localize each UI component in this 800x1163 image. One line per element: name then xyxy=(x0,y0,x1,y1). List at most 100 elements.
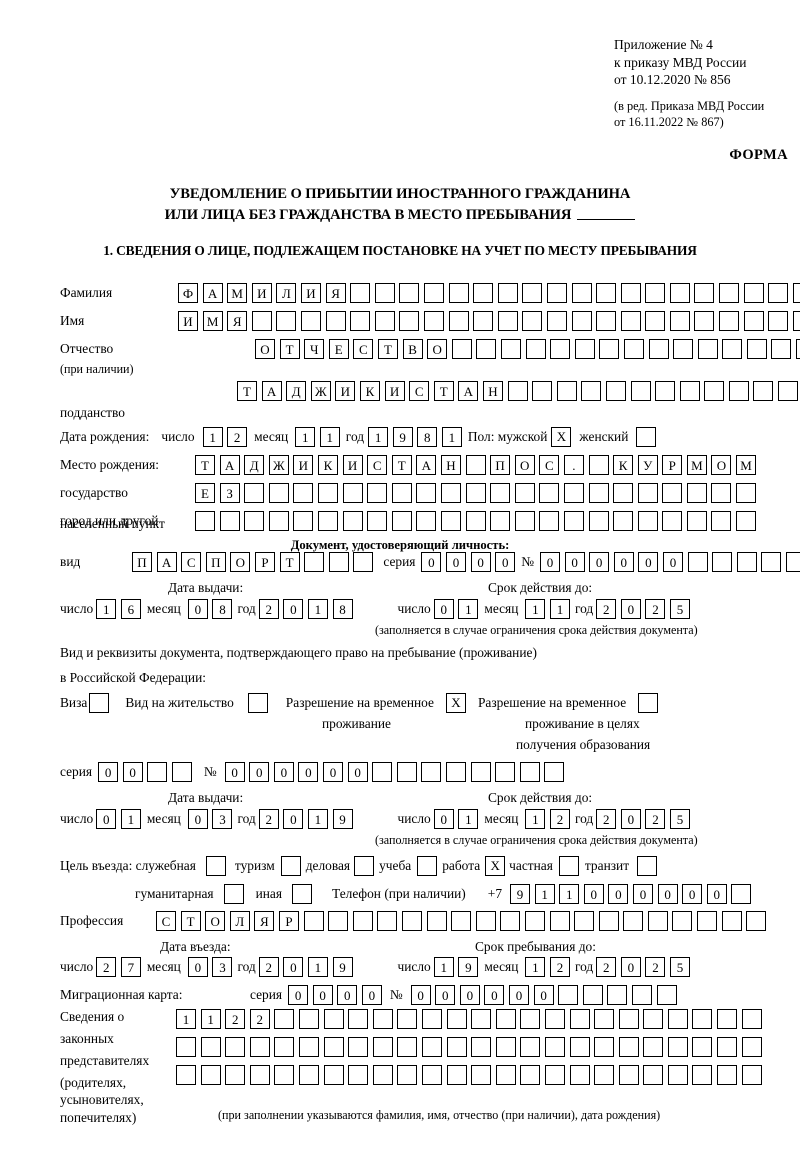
char-cell[interactable]: 2 xyxy=(645,957,666,977)
char-cell[interactable]: 2 xyxy=(258,957,279,977)
char-cell[interactable] xyxy=(588,455,609,475)
char-cell[interactable] xyxy=(421,762,442,782)
char-cell[interactable]: 1 xyxy=(458,599,479,619)
char-cell[interactable] xyxy=(620,283,641,303)
char-cell[interactable]: 0 xyxy=(539,552,560,572)
char-cell[interactable] xyxy=(397,1065,418,1085)
char-cell[interactable]: 1 xyxy=(534,884,555,904)
char-cell[interactable] xyxy=(669,311,690,331)
char-cell[interactable]: 0 xyxy=(283,809,304,829)
char-cell[interactable] xyxy=(667,1009,688,1029)
char-cell[interactable] xyxy=(293,511,314,531)
char-cell[interactable] xyxy=(372,1009,393,1029)
purpose-humanitarian-checkbox[interactable] xyxy=(223,884,244,904)
char-cell[interactable] xyxy=(470,762,491,782)
char-cell[interactable]: 0 xyxy=(298,762,319,782)
char-cell[interactable] xyxy=(692,1065,713,1085)
char-cell[interactable] xyxy=(623,339,644,359)
char-cell[interactable] xyxy=(249,1037,270,1057)
char-cell[interactable] xyxy=(244,511,265,531)
char-cell[interactable] xyxy=(372,1065,393,1085)
char-cell[interactable] xyxy=(500,911,521,931)
residence-permit-checkbox[interactable] xyxy=(247,693,268,713)
char-cell[interactable] xyxy=(647,911,668,931)
char-cell[interactable] xyxy=(741,1009,762,1029)
char-cell[interactable]: И xyxy=(251,283,272,303)
char-cell[interactable]: И xyxy=(293,455,314,475)
char-cell[interactable] xyxy=(323,1037,344,1057)
char-cell[interactable]: 0 xyxy=(470,552,491,572)
char-cell[interactable] xyxy=(471,1065,492,1085)
char-cell[interactable] xyxy=(274,1009,295,1029)
char-cell[interactable] xyxy=(556,381,577,401)
char-cell[interactable]: Т xyxy=(433,381,454,401)
char-cell[interactable]: 1 xyxy=(441,427,462,447)
char-cell[interactable]: 0 xyxy=(187,809,208,829)
char-cell[interactable] xyxy=(274,1037,295,1057)
char-cell[interactable] xyxy=(569,1037,590,1057)
char-cell[interactable] xyxy=(446,1065,467,1085)
char-cell[interactable] xyxy=(507,381,528,401)
char-cell[interactable]: 0 xyxy=(273,762,294,782)
purpose-private-checkbox[interactable] xyxy=(558,856,579,876)
char-cell[interactable]: О xyxy=(711,455,732,475)
char-cell[interactable] xyxy=(694,283,715,303)
char-cell[interactable]: А xyxy=(261,381,282,401)
char-cell[interactable] xyxy=(771,339,792,359)
char-cell[interactable] xyxy=(544,1065,565,1085)
char-cell[interactable] xyxy=(147,762,168,782)
purpose-work-checkbox[interactable]: Х xyxy=(485,856,506,876)
char-cell[interactable]: Н xyxy=(482,381,503,401)
char-cell[interactable] xyxy=(761,552,782,572)
char-cell[interactable] xyxy=(792,283,800,303)
char-cell[interactable] xyxy=(704,381,725,401)
char-cell[interactable]: М xyxy=(736,455,757,475)
char-cell[interactable] xyxy=(348,1037,369,1057)
char-cell[interactable] xyxy=(546,283,567,303)
char-cell[interactable]: 0 xyxy=(122,762,143,782)
char-cell[interactable] xyxy=(451,339,472,359)
reps-input-row3[interactable] xyxy=(176,1065,762,1085)
char-cell[interactable] xyxy=(746,911,767,931)
char-cell[interactable] xyxy=(451,911,472,931)
char-cell[interactable]: Ж xyxy=(268,455,289,475)
char-cell[interactable]: 0 xyxy=(533,985,554,1005)
char-cell[interactable]: М xyxy=(202,311,223,331)
char-cell[interactable]: 5 xyxy=(670,599,691,619)
char-cell[interactable]: 3 xyxy=(212,957,233,977)
char-cell[interactable] xyxy=(276,311,297,331)
char-cell[interactable]: 9 xyxy=(332,809,353,829)
char-cell[interactable] xyxy=(348,1065,369,1085)
char-cell[interactable] xyxy=(348,1009,369,1029)
char-cell[interactable] xyxy=(753,381,774,401)
char-cell[interactable]: С xyxy=(409,381,430,401)
char-cell[interactable]: 0 xyxy=(433,599,454,619)
char-cell[interactable] xyxy=(323,1065,344,1085)
char-cell[interactable] xyxy=(594,1037,615,1057)
purpose-study-checkbox[interactable] xyxy=(417,856,438,876)
char-cell[interactable] xyxy=(495,1037,516,1057)
char-cell[interactable]: И xyxy=(335,381,356,401)
char-cell[interactable] xyxy=(465,455,486,475)
char-cell[interactable] xyxy=(465,483,486,503)
char-cell[interactable] xyxy=(618,1009,639,1029)
char-cell[interactable]: Е xyxy=(195,483,215,503)
char-cell[interactable]: А xyxy=(219,455,240,475)
char-cell[interactable] xyxy=(298,1065,319,1085)
char-cell[interactable] xyxy=(613,483,634,503)
char-cell[interactable]: Т xyxy=(237,381,257,401)
char-cell[interactable] xyxy=(569,1065,590,1085)
char-cell[interactable]: 9 xyxy=(458,957,479,977)
char-cell[interactable]: Т xyxy=(391,455,412,475)
char-cell[interactable] xyxy=(475,911,496,931)
char-cell[interactable]: 0 xyxy=(410,985,431,1005)
